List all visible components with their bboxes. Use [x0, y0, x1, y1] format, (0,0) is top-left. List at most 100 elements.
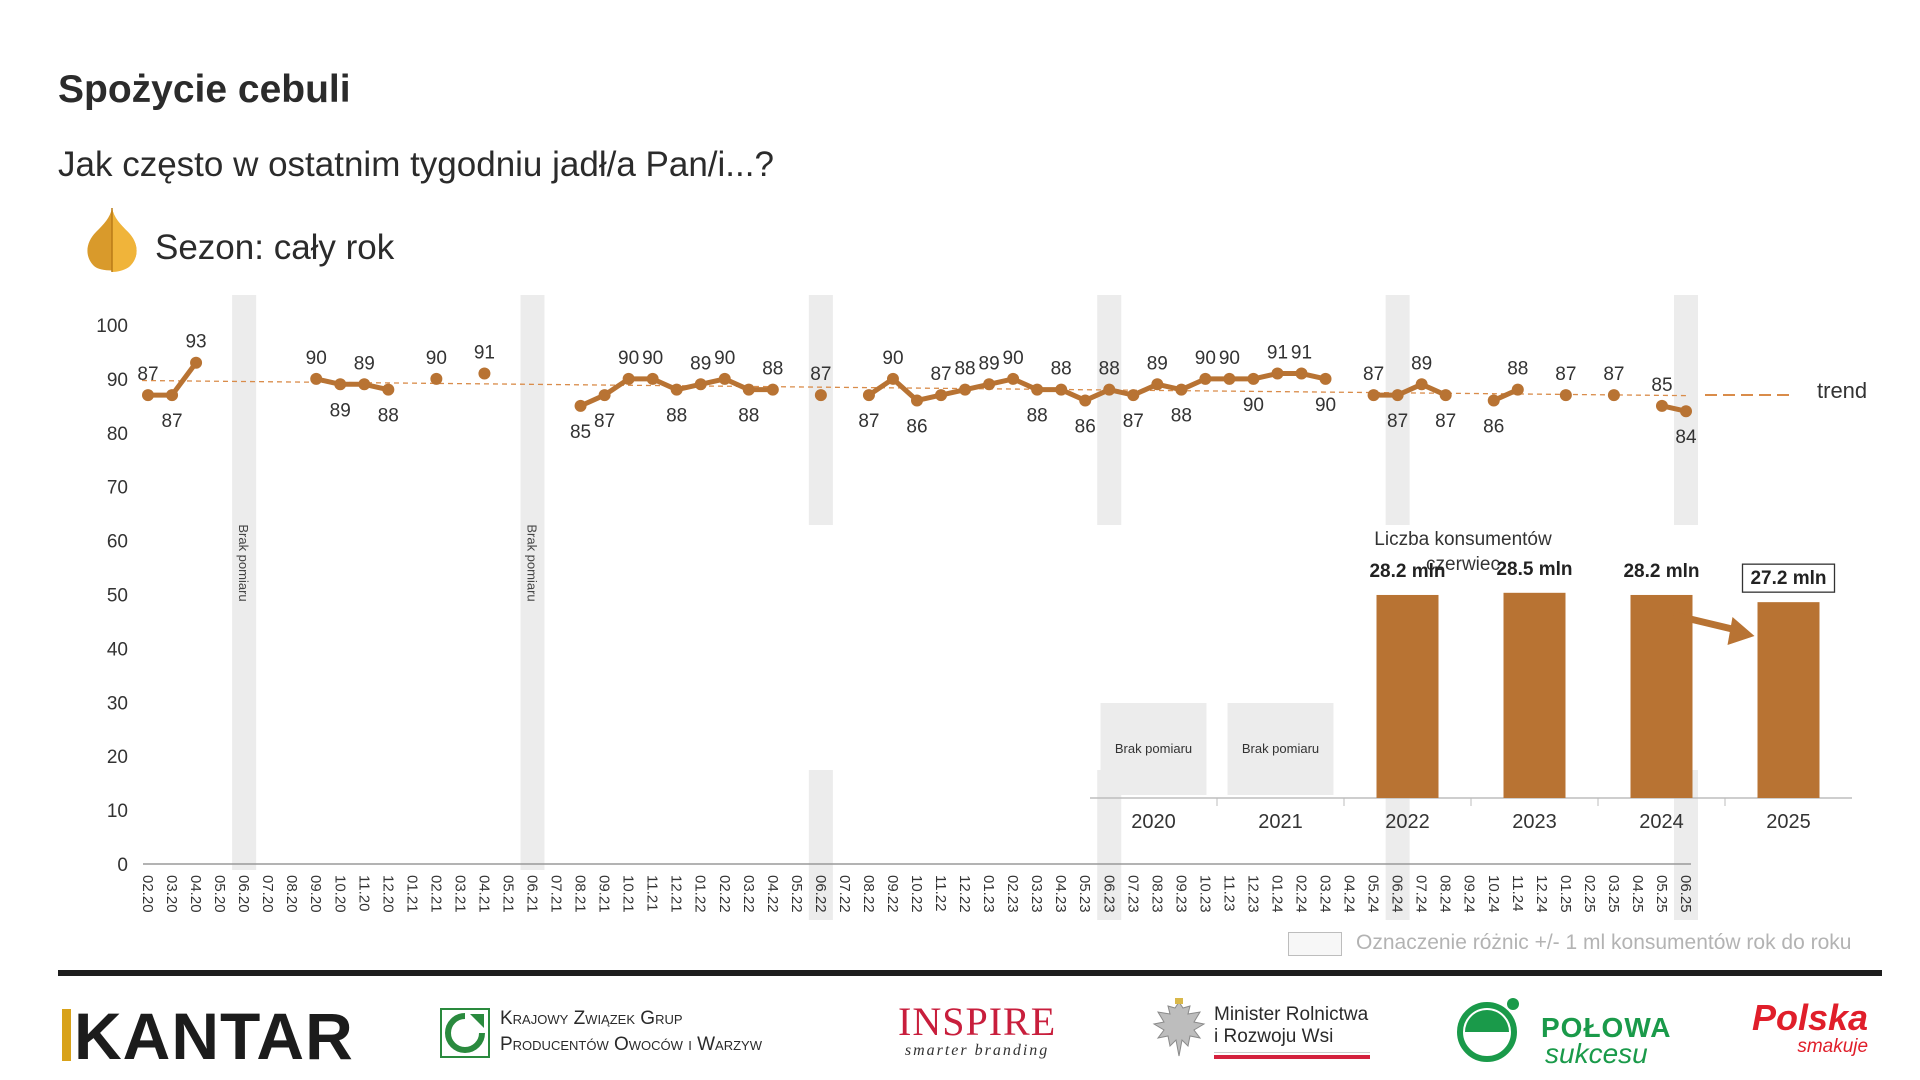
- x-tick-label: 08.20: [283, 875, 300, 913]
- x-tick-label: 11.23: [1220, 875, 1237, 911]
- no-measure-label: Brak pomiaru: [525, 524, 540, 601]
- data-label: 90: [1003, 348, 1024, 369]
- data-label: 88: [666, 406, 687, 427]
- inset-x-label: 2020: [1131, 811, 1176, 833]
- x-tick-label: 02.22: [716, 875, 733, 913]
- data-label: 87: [1363, 364, 1384, 385]
- inset-bar: [1630, 594, 1693, 798]
- polowa-line2: sukcesu: [1545, 1038, 1648, 1069]
- no-measure-band: [520, 295, 545, 870]
- data-point: [1511, 383, 1524, 396]
- x-tick-label: 08.24: [1437, 875, 1454, 913]
- x-tick-label: 12.24: [1533, 875, 1550, 913]
- yoy-highlight-band: [808, 770, 833, 920]
- data-point: [142, 389, 154, 402]
- data-label: 91: [1267, 343, 1288, 364]
- data-label: 90: [642, 348, 663, 369]
- x-tick-label: 03.21: [451, 875, 468, 913]
- y-tick-label: 10: [107, 801, 128, 822]
- x-tick-label: 08.21: [572, 875, 589, 913]
- x-tick-label: 01.21: [403, 875, 420, 913]
- x-tick-label: 09.20: [307, 875, 324, 913]
- x-tick-label: 09.24: [1461, 875, 1478, 913]
- footer-logos: KANTAR Krajowy Związek Grup Producentów …: [0, 976, 1920, 1080]
- no-measure-band: [232, 295, 257, 870]
- data-label: 87: [810, 364, 831, 385]
- x-tick-label: 02.21: [427, 875, 444, 913]
- data-label: 90: [1315, 395, 1336, 416]
- inset-no-measure-box: [1227, 703, 1334, 795]
- x-tick-label: 02.24: [1293, 875, 1310, 913]
- y-tick-label: 100: [96, 316, 128, 337]
- inspire-logo-text: INSPIRE: [898, 999, 1057, 1044]
- data-point: [358, 378, 371, 391]
- series-line-segment: [313, 376, 391, 393]
- inset-x-label: 2023: [1512, 811, 1557, 833]
- inset-title: Liczba konsumentów: [1374, 529, 1552, 550]
- inspire-logo: INSPIRE smarter branding: [898, 1002, 1056, 1060]
- kantar-logo-text: KANTAR: [74, 999, 354, 1073]
- data-label: 87: [858, 411, 879, 432]
- x-tick-label: 12.21: [668, 875, 685, 913]
- x-tick-label: 10.21: [620, 875, 637, 913]
- data-point: [742, 383, 755, 396]
- data-point: [598, 389, 611, 402]
- kzgpow-line2: Producentów Owoców i Warzyw: [500, 1034, 762, 1055]
- data-label: 90: [306, 348, 327, 369]
- data-label: 90: [1195, 348, 1216, 369]
- legend-trend-label: trend: [1817, 378, 1867, 403]
- data-point: [646, 372, 659, 385]
- minister-line2: i Rozwoju Wsi: [1214, 1026, 1334, 1047]
- no-measure-label: Brak pomiaru: [236, 524, 251, 601]
- data-label: 88: [1171, 406, 1192, 427]
- inset-x-label: 2025: [1766, 811, 1811, 833]
- data-point: [166, 389, 179, 402]
- data-label: 89: [1147, 353, 1168, 374]
- data-label: 88: [1507, 359, 1528, 380]
- y-tick-label: 60: [107, 532, 128, 553]
- data-label: 88: [1099, 359, 1120, 380]
- data-label: 87: [1603, 364, 1624, 385]
- x-tick-label: 09.21: [596, 875, 613, 913]
- data-point: [1031, 383, 1044, 396]
- data-point: [694, 378, 707, 391]
- polowa-sukcesu-logo: POŁOWA sukcesu: [1455, 990, 1695, 1074]
- y-tick-label: 70: [107, 478, 128, 499]
- data-label: 90: [426, 348, 447, 369]
- yoy-highlight-band: [1385, 295, 1410, 525]
- data-point: [574, 399, 587, 412]
- decrease-arrow-shaft: [1672, 611, 1742, 635]
- x-tick-label: 03.25: [1605, 875, 1622, 913]
- x-tick-label: 02.25: [1581, 875, 1598, 913]
- data-point: [1680, 405, 1692, 418]
- polowa-line1: POŁOWA: [1541, 1012, 1672, 1043]
- y-tick-label: 0: [117, 855, 128, 876]
- data-label: 90: [714, 348, 735, 369]
- x-tick-label: 10.24: [1485, 875, 1502, 913]
- data-label: 87: [161, 411, 182, 432]
- x-tick-label: 04.21: [475, 875, 492, 913]
- x-tick-label: 05.24: [1365, 875, 1382, 913]
- data-label: 91: [474, 343, 495, 364]
- x-tick-label: 02.20: [139, 875, 156, 913]
- data-label: 88: [738, 406, 759, 427]
- data-point: [622, 372, 635, 385]
- data-point: [430, 372, 443, 385]
- data-point: [1487, 394, 1500, 407]
- legend-swatch: [1288, 932, 1342, 956]
- data-label: 85: [570, 422, 591, 443]
- data-point: [1247, 372, 1260, 385]
- x-tick-label: 04.25: [1629, 875, 1646, 913]
- data-point: [911, 394, 923, 407]
- x-tick-label: 04.20: [187, 875, 204, 913]
- data-label: 86: [1483, 416, 1504, 437]
- data-point: [1007, 372, 1020, 385]
- x-tick-label: 10.22: [908, 875, 925, 913]
- inset-no-measure-label: Brak pomiaru: [1115, 741, 1192, 756]
- x-tick-label: 01.24: [1268, 875, 1285, 913]
- x-tick-label: 01.22: [692, 875, 709, 913]
- data-label: 88: [762, 359, 783, 380]
- data-point: [1271, 367, 1284, 380]
- x-tick-label: 06.20: [235, 875, 252, 913]
- x-tick-label: 05.23: [1076, 875, 1093, 913]
